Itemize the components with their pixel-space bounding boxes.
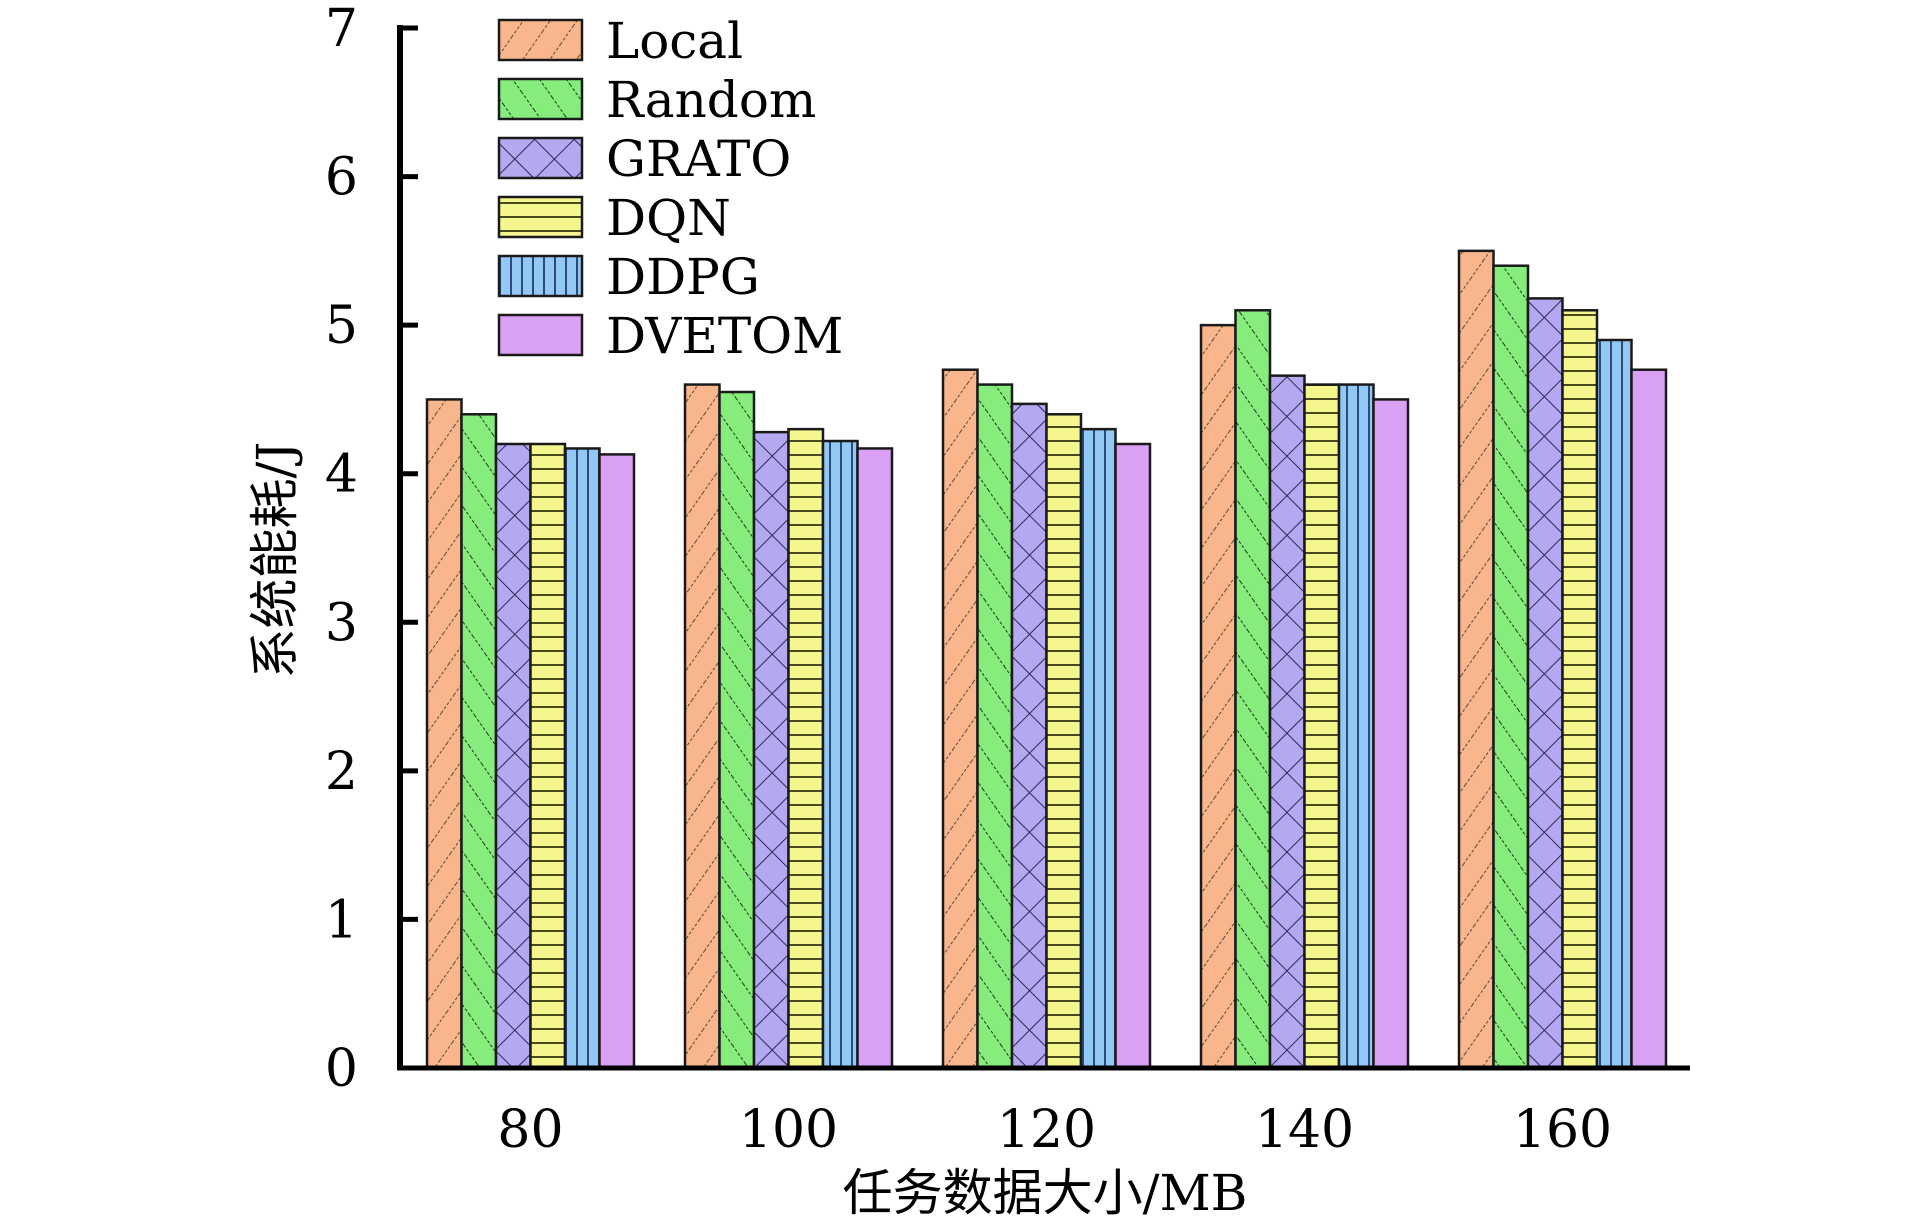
bar-pattern-ddpg-140 (1339, 384, 1374, 1069)
bar-dvetom-140 (1373, 399, 1408, 1068)
legend-swatch-outline-random (497, 77, 584, 121)
bar-pattern-dqn-120 (1046, 414, 1081, 1068)
x-axis-title: 任务数据大小/MB (843, 1164, 1248, 1222)
legend-swatch-pattern-random (499, 79, 582, 119)
y-tick-label: 6 (325, 148, 358, 208)
legend-label-dvetom: DVETOM (606, 307, 843, 365)
legend-label-random: Random (606, 71, 816, 129)
legend-swatch-pattern-grato (499, 138, 582, 178)
bar-pattern-grato-160 (1528, 298, 1563, 1068)
y-ticks: 0 1 2 3 4 5 6 7 (325, 0, 418, 1099)
y-tick-label: 5 (325, 296, 358, 356)
legend-label-ddpg: DDPG (606, 248, 760, 306)
bar-pattern-dqn-80 (530, 444, 565, 1068)
bar-pattern-random-160 (1493, 265, 1528, 1068)
x-tick-label: 140 (1255, 1100, 1354, 1160)
bar-dvetom-160 (1631, 369, 1666, 1068)
x-tick-label: 120 (997, 1100, 1096, 1160)
legend-swatch-outline-grato (497, 136, 584, 180)
bar-pattern-local-100 (685, 384, 720, 1069)
y-tick-label: 0 (325, 1039, 358, 1099)
y-tick-label: 7 (325, 0, 358, 59)
legend-swatch-outline-ddpg (497, 254, 584, 298)
x-tick-label: 100 (739, 1100, 838, 1160)
legend-swatch-outline-dqn (497, 195, 584, 239)
legend-swatch-outline-local (497, 18, 584, 62)
bar-pattern-random-80 (461, 414, 496, 1068)
bar-pattern-ddpg-160 (1597, 340, 1632, 1068)
bar-dvetom-120 (1115, 444, 1150, 1068)
bar-pattern-grato-80 (496, 444, 531, 1068)
legend-swatch-outline-dvetom (497, 313, 584, 357)
bar-pattern-ddpg-80 (565, 448, 600, 1068)
x-tick-label: 160 (1513, 1100, 1612, 1160)
legend-swatch-pattern-ddpg (499, 256, 582, 296)
bar-pattern-ddpg-120 (1081, 429, 1116, 1069)
bar-dvetom-100 (857, 448, 892, 1068)
legend-label-dqn: DQN (606, 189, 731, 247)
y-tick-label: 4 (325, 445, 358, 505)
bar-pattern-local-140 (1201, 325, 1236, 1069)
bar-pattern-grato-140 (1270, 375, 1305, 1069)
bars-group (425, 249, 1668, 1070)
legend-swatch-pattern-local (499, 20, 582, 60)
axes: 0 1 2 3 4 5 6 7 80 100 120 140 160 (325, 0, 1690, 1160)
legend-swatch-pattern-dqn (499, 197, 582, 237)
bar-pattern-local-160 (1459, 250, 1494, 1068)
y-tick-label: 1 (325, 890, 358, 950)
bar-pattern-grato-100 (754, 432, 789, 1069)
bar-pattern-ddpg-100 (823, 441, 858, 1068)
y-axis-title: 系统能耗/J (246, 442, 304, 679)
bar-pattern-grato-120 (1012, 403, 1047, 1068)
bar-dvetom-80 (599, 454, 634, 1068)
bar-pattern-random-120 (977, 384, 1012, 1069)
y-tick-label: 3 (325, 593, 358, 653)
bar-pattern-random-140 (1235, 310, 1270, 1068)
legend-label-local: Local (606, 12, 743, 70)
bar-pattern-dqn-160 (1562, 310, 1597, 1068)
bar-pattern-dqn-140 (1304, 384, 1339, 1069)
bar-pattern-local-120 (943, 369, 978, 1068)
bar-pattern-random-100 (719, 392, 754, 1068)
bar-pattern-dqn-100 (788, 429, 823, 1069)
legend-label-grato: GRATO (606, 130, 791, 188)
y-tick-label: 2 (325, 742, 358, 802)
bar-pattern-local-80 (427, 399, 462, 1068)
x-tick-label: 80 (497, 1100, 563, 1160)
x-ticks: 80 100 120 140 160 (497, 1100, 1612, 1160)
legend-swatch-dvetom (499, 315, 582, 355)
